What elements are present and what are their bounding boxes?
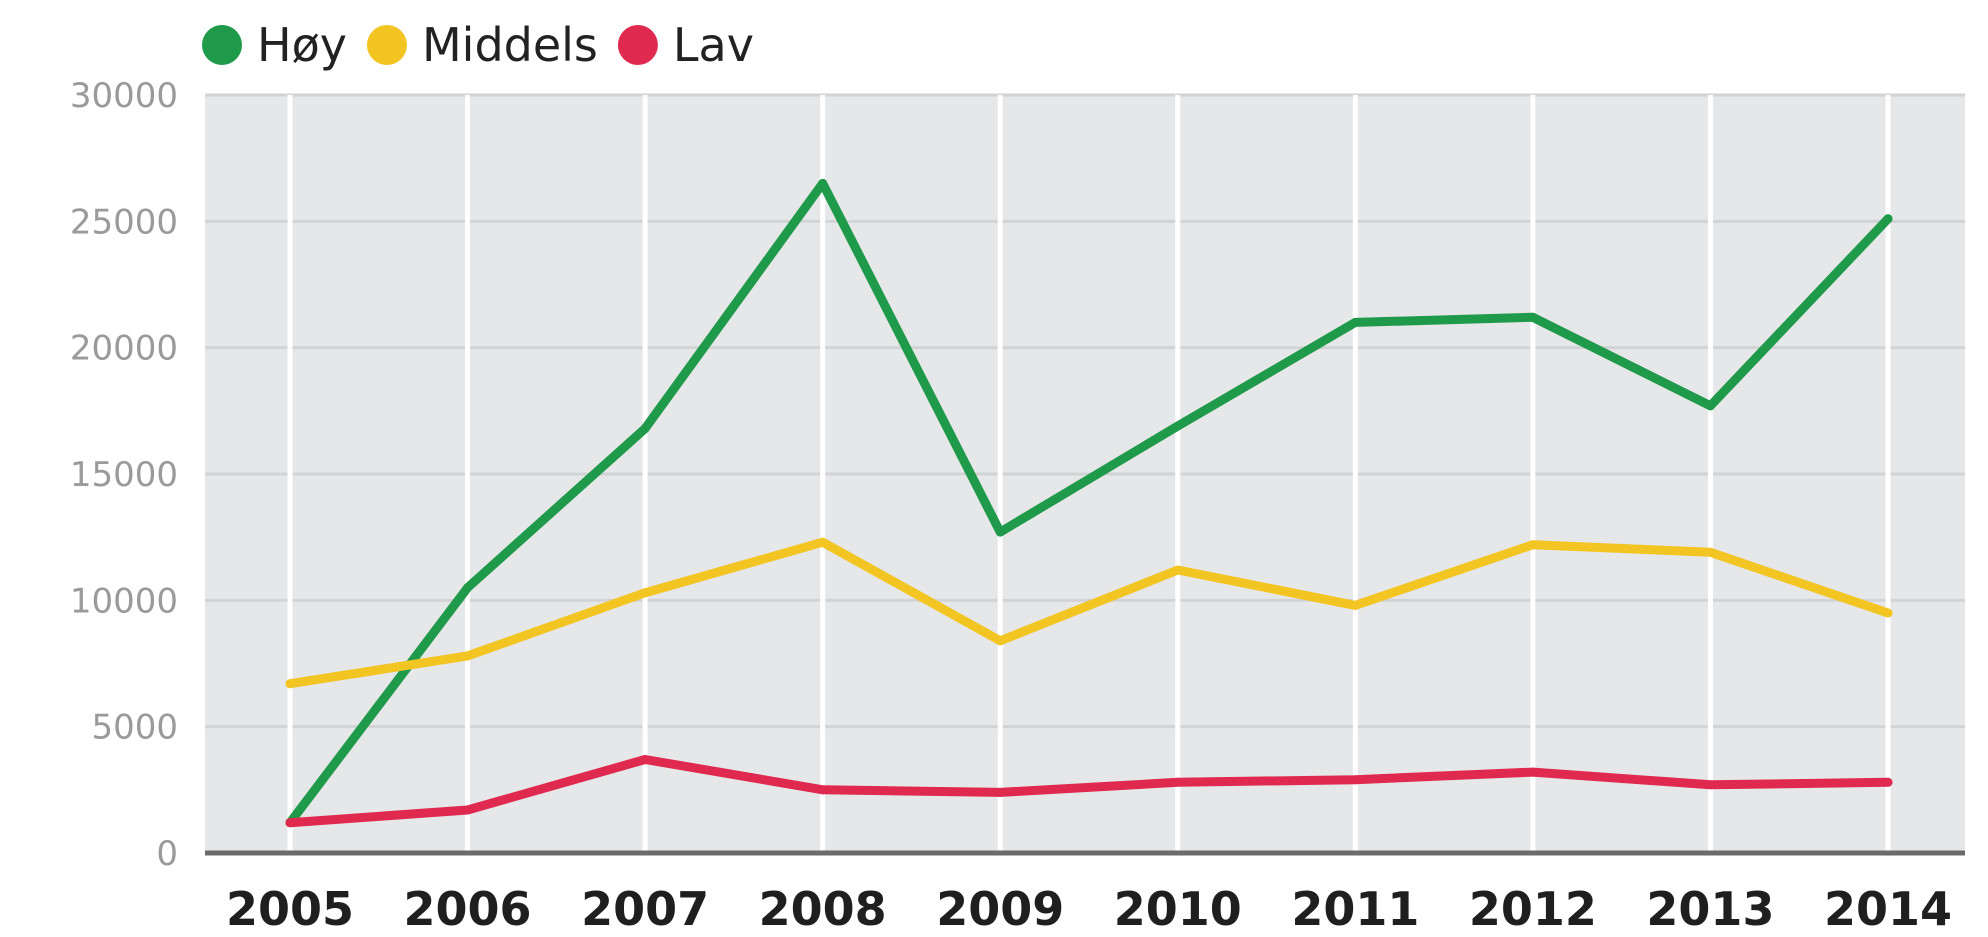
- data-point-middels-2012: [1528, 540, 1538, 550]
- legend-marker: [617, 25, 658, 65]
- legend-marker: [202, 25, 242, 65]
- data-point-lav-2013: [1705, 780, 1715, 790]
- series-line-høy: [285, 178, 1893, 828]
- x-tick-label: 2010: [1114, 882, 1242, 936]
- legend-item-lav: Lav: [617, 18, 754, 72]
- y-tick-label: 30000: [70, 76, 178, 116]
- x-tick-label: 2007: [581, 882, 709, 936]
- data-point-middels-2010: [1173, 565, 1183, 575]
- y-tick-label: 5000: [91, 708, 178, 748]
- y-tick-label: 25000: [70, 202, 178, 242]
- y-tick-label: 10000: [70, 581, 178, 621]
- data-point-høy-2011: [1350, 317, 1360, 327]
- data-point-høy-2006: [463, 583, 473, 593]
- legend-label: Middels: [422, 18, 598, 72]
- data-point-høy-2014: [1883, 214, 1893, 224]
- x-tick-label: 2012: [1469, 882, 1597, 936]
- x-tick-label: 2013: [1646, 882, 1774, 936]
- data-point-lav-2006: [463, 805, 473, 815]
- x-tick-label: 2009: [936, 882, 1064, 936]
- data-point-middels-2007: [640, 588, 650, 598]
- legend-label: Lav: [673, 18, 754, 72]
- data-point-høy-2009: [995, 527, 1005, 537]
- data-point-middels-2005: [285, 679, 295, 689]
- legend-item-høy: Høy: [202, 18, 347, 72]
- series-line-middels: [285, 537, 1893, 689]
- legend-label: Høy: [257, 18, 347, 72]
- data-point-høy-2012: [1528, 312, 1538, 322]
- legend-item-middels: Middels: [366, 18, 598, 72]
- data-point-middels-2008: [818, 537, 828, 547]
- data-point-lav-2011: [1350, 775, 1360, 785]
- y-tick-label: 20000: [70, 329, 178, 369]
- data-point-lav-2014: [1883, 777, 1893, 787]
- y-tick-label: 15000: [70, 455, 178, 495]
- series-line-lav: [285, 755, 1893, 828]
- data-point-middels-2006: [463, 651, 473, 661]
- data-point-lav-2010: [1173, 777, 1183, 787]
- data-point-høy-2008: [818, 178, 828, 188]
- data-point-lav-2012: [1528, 767, 1538, 777]
- data-point-lav-2008: [818, 785, 828, 795]
- legend-marker: [366, 25, 407, 65]
- data-point-høy-2010: [1173, 421, 1183, 431]
- x-tick-label: 2014: [1824, 882, 1952, 936]
- data-point-middels-2014: [1883, 608, 1893, 618]
- x-tick-label: 2011: [1291, 882, 1419, 936]
- data-point-høy-2007: [640, 424, 650, 434]
- data-point-høy-2013: [1705, 401, 1715, 411]
- data-point-middels-2009: [995, 636, 1005, 646]
- y-tick-label: 0: [156, 834, 178, 874]
- x-tick-label: 2006: [404, 882, 532, 936]
- x-tick-label: 2005: [226, 882, 354, 936]
- data-point-lav-2007: [640, 755, 650, 765]
- data-point-lav-2005: [285, 818, 295, 828]
- data-point-middels-2013: [1705, 547, 1715, 557]
- data-point-middels-2011: [1350, 600, 1360, 610]
- data-point-lav-2009: [995, 787, 1005, 797]
- x-tick-label: 2008: [759, 882, 887, 936]
